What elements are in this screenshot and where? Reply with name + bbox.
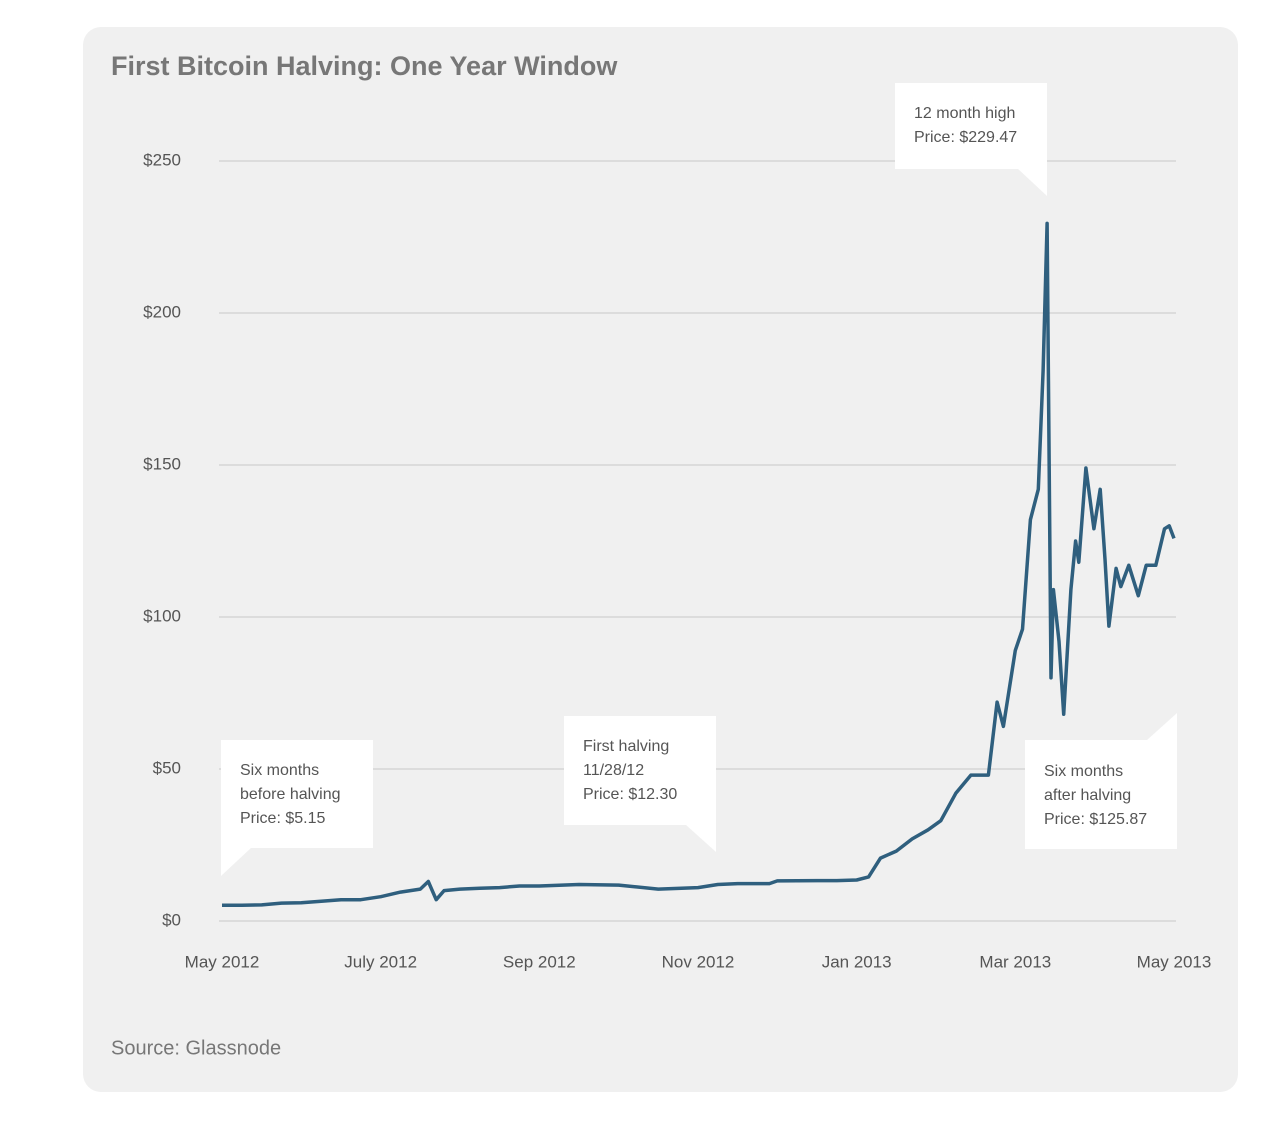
annotation-text: before halving xyxy=(240,786,341,803)
annotation-tail xyxy=(1147,713,1177,740)
x-tick-label: May 2013 xyxy=(1137,952,1212,971)
chart-title: First Bitcoin Halving: One Year Window xyxy=(111,51,618,81)
annotation-text: Price: $229.47 xyxy=(914,129,1017,146)
x-tick-label: Sep 2012 xyxy=(503,952,576,971)
price-line xyxy=(221,221,1176,908)
annotation-text: First halving xyxy=(583,738,669,755)
y-tick-label: $50 xyxy=(153,758,181,777)
annotation-text: Price: $125.87 xyxy=(1044,811,1147,828)
source: Source: Glassnode xyxy=(111,1037,281,1059)
annotation-text: 12 month high xyxy=(914,105,1015,122)
annotation-text: after halving xyxy=(1044,787,1131,804)
annotation-text: Price: $12.30 xyxy=(583,786,677,803)
annotation-box xyxy=(1025,740,1177,849)
annotation-text: Price: $5.15 xyxy=(240,810,325,827)
annotation-tail xyxy=(1017,168,1047,196)
annotation-tail xyxy=(221,848,251,876)
annotation-box xyxy=(564,716,716,825)
annotation-box xyxy=(895,83,1047,169)
card xyxy=(83,27,1238,1092)
annotation-box xyxy=(221,740,373,848)
y-tick-label: $250 xyxy=(143,150,181,169)
x-tick-label: July 2012 xyxy=(344,952,417,971)
annotation-tail xyxy=(686,825,716,852)
y-tick-label: $150 xyxy=(143,454,181,473)
y-tick-label: $100 xyxy=(143,606,181,625)
x-tick-label: Mar 2013 xyxy=(979,952,1051,971)
y-tick-label: $200 xyxy=(143,302,181,321)
annotation-text: Six months xyxy=(240,762,319,779)
annotation-text: Six months xyxy=(1044,763,1123,780)
x-tick-label: May 2012 xyxy=(185,952,260,971)
x-tick-label: Nov 2012 xyxy=(662,952,735,971)
annotation-text: 11/28/12 xyxy=(583,762,644,779)
x-tick-label: Jan 2013 xyxy=(822,952,892,971)
y-tick-label: $0 xyxy=(162,910,181,929)
